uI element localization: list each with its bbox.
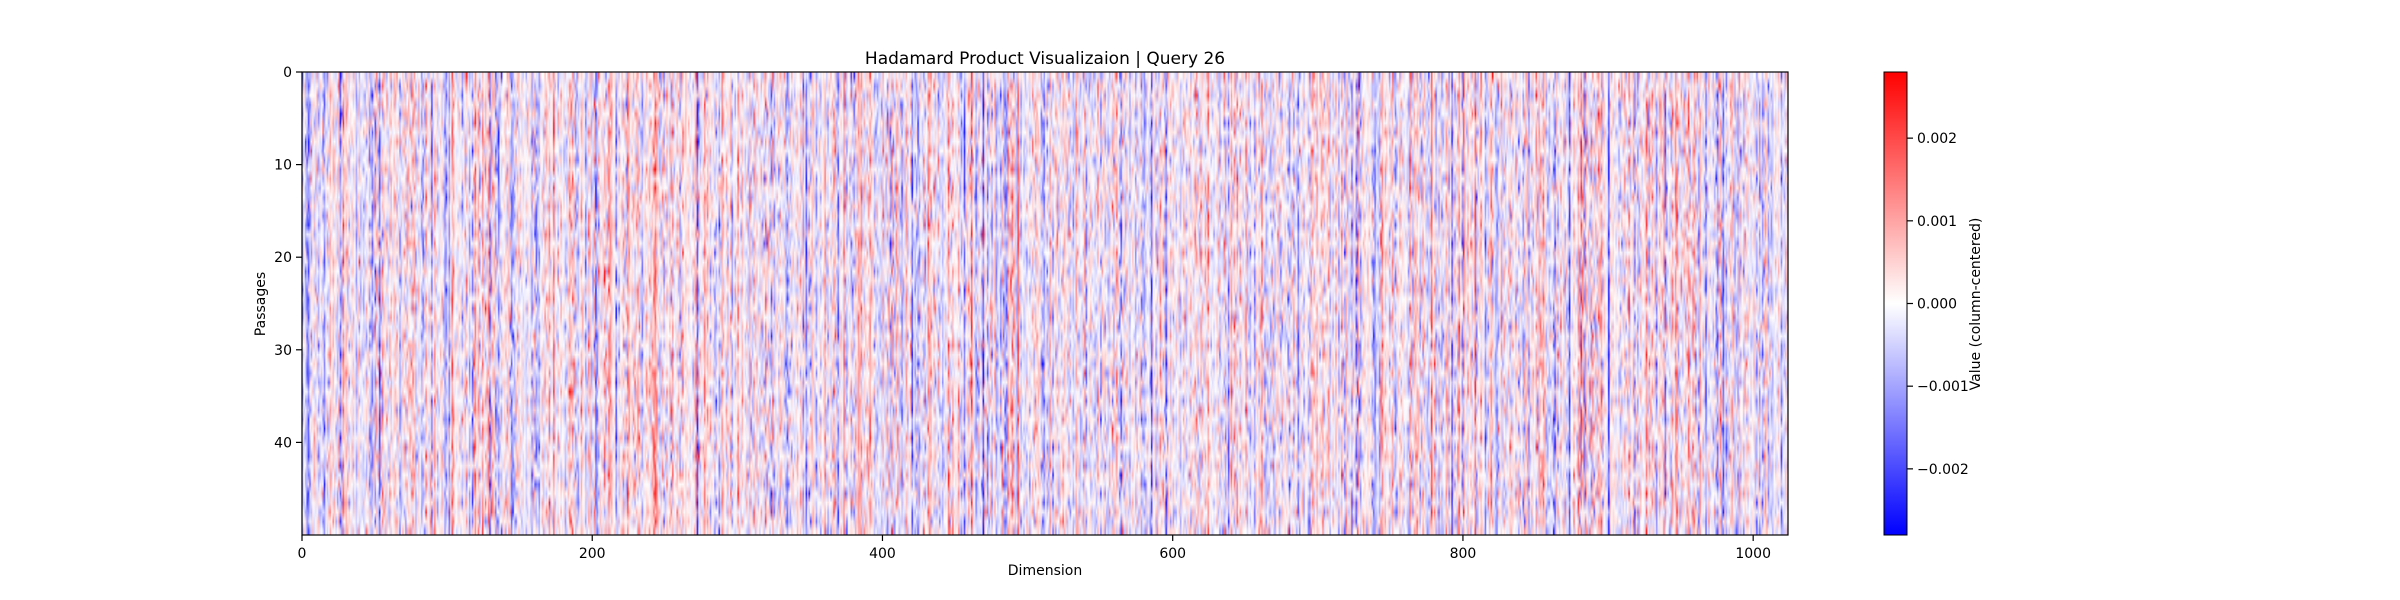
x-axis: 0 200 400 600 800 1000 [298, 535, 1771, 562]
y-axis: 0 10 20 30 40 [274, 65, 302, 451]
colorbar-tick-label: 0.000 [1917, 297, 1957, 313]
colorbar-tick-label: −0.002 [1917, 462, 1969, 478]
x-tick-label: 0 [298, 546, 307, 562]
x-axis-label: Dimension [1008, 563, 1082, 579]
axes-frame [301, 71, 1789, 536]
colorbar-gradient [1883, 71, 1908, 536]
x-tick-label: 800 [1450, 546, 1477, 562]
chart-title: Hadamard Product Visualizaion | Query 26 [865, 49, 1225, 69]
colorbar: 0.002 0.001 0.000 −0.001 −0.002 Value (colum… [1883, 71, 1984, 536]
y-tick-label: 40 [274, 435, 292, 451]
colorbar-label: Value (column-centered) [1968, 218, 1984, 391]
y-tick-label: 20 [274, 250, 292, 266]
colorbar-tick-label: 0.001 [1917, 214, 1957, 230]
y-tick-label: 10 [274, 158, 292, 174]
y-axis-label: Passages [253, 272, 269, 336]
x-tick-label: 200 [579, 546, 606, 562]
colorbar-tick-label: −0.001 [1917, 379, 1969, 395]
heatmap-canvas [302, 72, 1788, 535]
colorbar-tick-label: 0.002 [1917, 131, 1957, 147]
heatmap-area [301, 71, 1789, 536]
y-tick-label: 30 [274, 343, 292, 359]
y-tick-label: 0 [283, 65, 292, 81]
x-tick-label: 1000 [1735, 546, 1771, 562]
x-tick-label: 600 [1159, 546, 1186, 562]
colorbar-ticks: 0.002 0.001 0.000 −0.001 −0.002 [1907, 131, 1969, 478]
x-tick-label: 400 [869, 546, 896, 562]
